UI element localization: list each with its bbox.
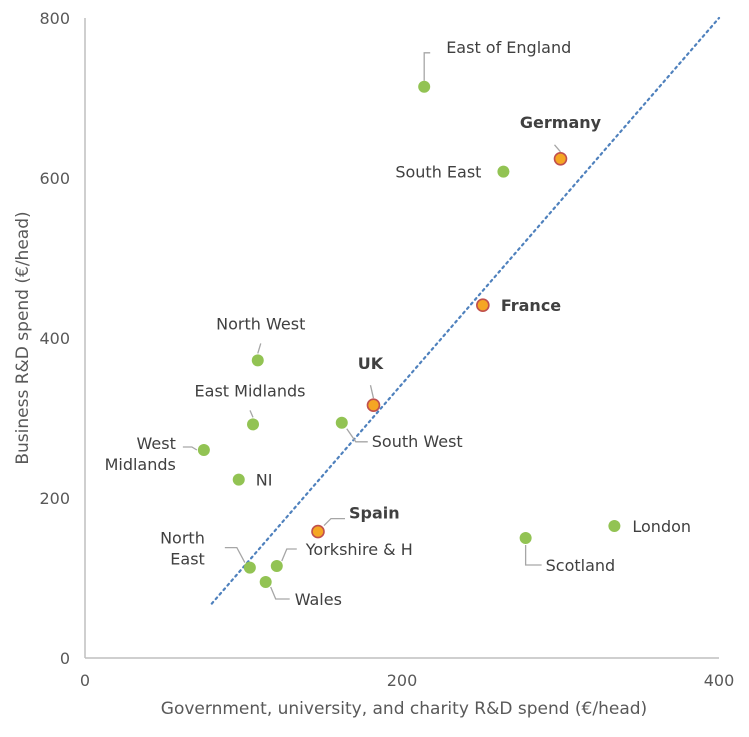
point-labels: East of England Germany South East France No… [105,38,691,609]
data-points [197,80,621,588]
leader-line-west-midlands [182,446,198,451]
x-tick-label-0: 0 [80,671,90,690]
point-scotland [519,532,532,544]
leader-line-germany [554,144,561,153]
leader-line-uk [369,385,375,399]
point-north-east [243,561,256,574]
label-wales: Wales [295,590,342,609]
y-tick-label-400: 400 [39,329,70,348]
x-tick-label-400: 400 [704,671,735,690]
leader-line-north-west [257,343,262,354]
leader-line-scotland [524,545,542,566]
label-east-of-england: East of England [446,38,571,57]
leader-line-south-west [346,428,368,443]
point-uk [366,398,381,413]
y-tick-label-800: 800 [39,9,70,28]
leader-line-yorkshire-and-h [281,548,297,562]
y-tick-label-0: 0 [60,649,70,668]
label-south-west: South West [372,432,463,451]
point-east-of-england [418,80,431,93]
point-germany [553,152,568,166]
label-south-east: South East [395,163,481,182]
y-axis-title: Business R&D spend (€/head) [13,211,33,464]
leader-line-north-east [224,546,246,563]
label-yorkshire-and-h: Yorkshire & H [305,540,413,559]
point-france [476,298,490,313]
label-uk: UK [358,354,384,373]
point-south-east [497,165,510,178]
point-ni [232,473,245,486]
leader-line-wales [270,586,290,600]
point-east-midlands [247,418,260,431]
axes [84,18,719,659]
y-tick-labels: 0 200 400 600 800 [39,9,70,668]
y-tick-label-200: 200 [39,489,70,508]
trendline [210,16,721,605]
label-scotland: Scotland [546,556,616,575]
leader-line-spain [323,517,345,527]
point-yorkshire-and-h [270,560,283,572]
point-south-west [335,416,348,429]
x-axis-title: Government, university, and charity R&D … [161,699,647,719]
label-west-midlands: West Midlands [105,434,176,474]
leader-line-east-midlands [249,410,254,418]
label-north-east: North East [160,529,205,569]
point-west-midlands [197,444,210,456]
x-tick-labels: 0 200 400 [80,671,734,690]
point-london [608,520,621,532]
label-france: France [501,296,561,315]
x-tick-label-200: 200 [387,671,418,690]
point-spain [311,524,325,539]
leader-line-east-of-england [423,52,431,81]
label-london: London [632,517,691,536]
label-germany: Germany [520,113,602,132]
label-leader-lines [182,52,561,600]
label-spain: Spain [349,504,400,523]
point-north-west [251,354,264,367]
label-ni: NI [256,471,273,490]
label-east-midlands: East Midlands [195,381,306,400]
label-north-west: North West [216,314,305,333]
y-tick-label-600: 600 [39,169,70,188]
point-wales [259,576,272,588]
